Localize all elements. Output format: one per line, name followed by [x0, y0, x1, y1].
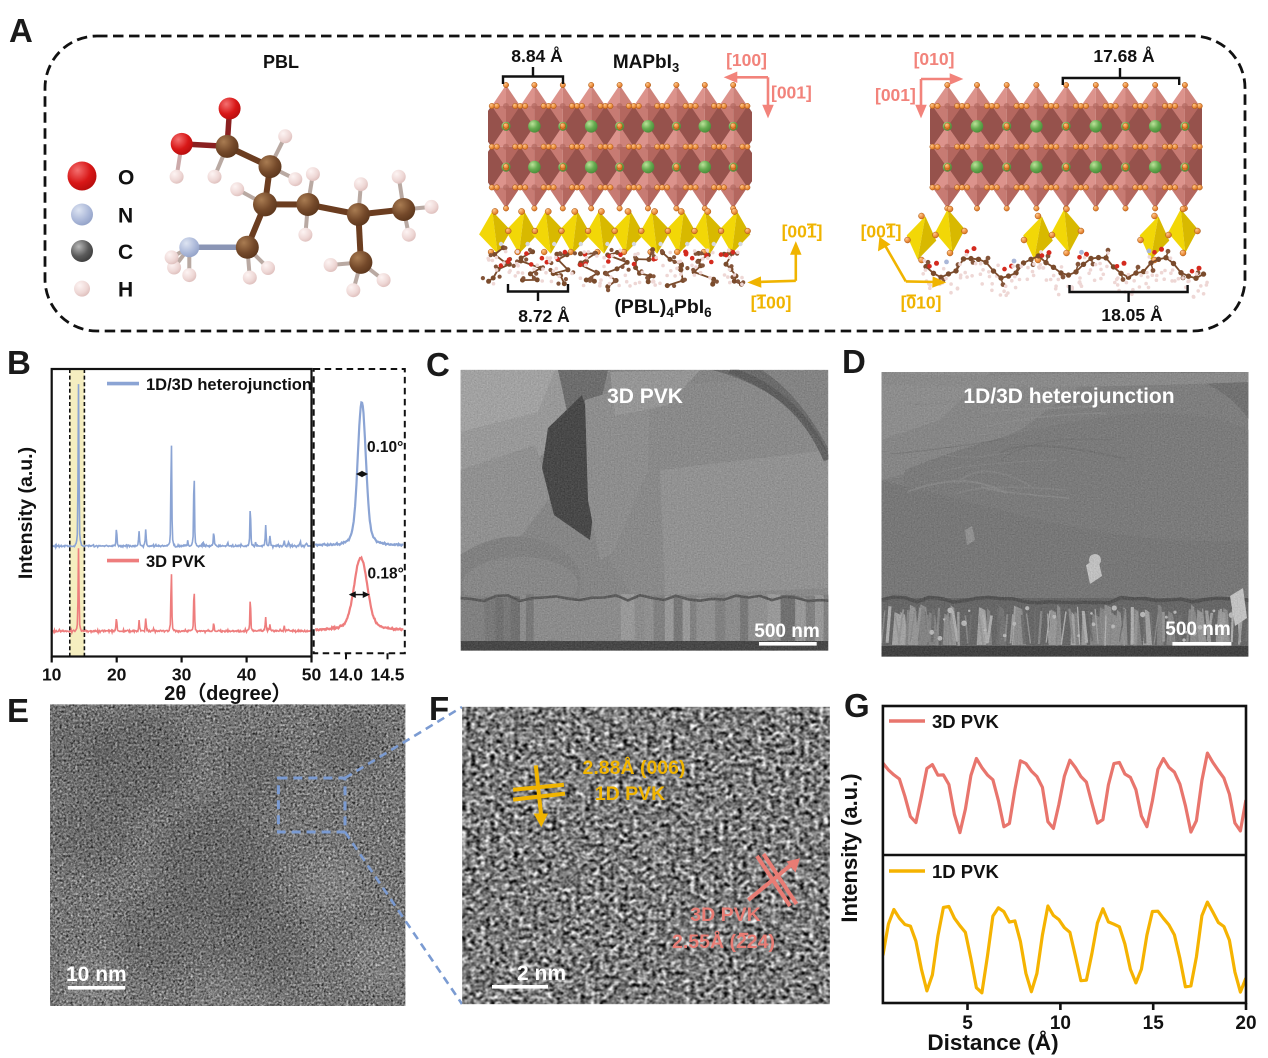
svg-text:2 nm: 2 nm [517, 962, 566, 985]
svg-text:0.18°: 0.18° [368, 566, 404, 583]
svg-text:5: 5 [962, 1013, 973, 1034]
svg-text:A: A [9, 12, 33, 49]
svg-text:[001]: [001] [771, 83, 812, 103]
svg-text:15: 15 [1143, 1013, 1165, 1034]
svg-text:E: E [7, 692, 29, 729]
svg-text:[001]: [001] [875, 85, 916, 105]
svg-text:Distance (Å): Distance (Å) [927, 1029, 1058, 1055]
svg-text:PBL: PBL [263, 52, 299, 72]
svg-text:[100]: [100] [726, 50, 767, 70]
svg-text:20: 20 [107, 665, 127, 685]
svg-text:F: F [429, 690, 449, 727]
svg-text:1D/3D heterojunction: 1D/3D heterojunction [963, 385, 1174, 408]
svg-text:2θ（degree）: 2θ（degree） [164, 682, 292, 705]
svg-text:0.10°: 0.10° [367, 439, 403, 456]
svg-text:2.88Å (006): 2.88Å (006) [583, 755, 686, 779]
svg-text:1D PVK: 1D PVK [932, 861, 999, 882]
svg-text:Intensity (a.u.): Intensity (a.u.) [15, 447, 37, 579]
svg-text:3D PVK: 3D PVK [607, 385, 683, 408]
svg-text:MAPbI3: MAPbI3 [613, 52, 679, 75]
svg-text:2.55Å (224): 2.55Å (224) [672, 929, 775, 953]
svg-text:30: 30 [172, 665, 192, 685]
svg-text:10: 10 [42, 665, 62, 685]
svg-text:G: G [844, 687, 870, 724]
svg-text:50: 50 [302, 665, 322, 685]
svg-text:[100]: [100] [751, 293, 792, 313]
svg-text:18.05 Å: 18.05 Å [1101, 305, 1163, 325]
svg-text:C: C [118, 241, 133, 264]
svg-text:O: O [118, 167, 134, 190]
svg-text:D: D [842, 343, 866, 380]
svg-text:[001]: [001] [782, 222, 823, 242]
svg-text:1D/3D heterojunction: 1D/3D heterojunction [146, 376, 312, 394]
svg-text:14.0: 14.0 [329, 664, 363, 684]
svg-text:3D PVK: 3D PVK [932, 711, 999, 732]
svg-text:8.84 Å: 8.84 Å [511, 46, 563, 66]
svg-text:10 nm: 10 nm [66, 963, 127, 986]
svg-text:10: 10 [1050, 1013, 1071, 1034]
svg-text:[010]: [010] [901, 293, 942, 313]
svg-text:3D PVK: 3D PVK [146, 553, 206, 571]
svg-text:[001]: [001] [861, 222, 902, 242]
svg-text:500 nm: 500 nm [1165, 619, 1230, 640]
svg-text:[010]: [010] [914, 49, 955, 69]
svg-text:8.72 Å: 8.72 Å [518, 306, 570, 326]
svg-text:17.68 Å: 17.68 Å [1093, 46, 1155, 66]
svg-text:500 nm: 500 nm [754, 621, 819, 642]
svg-text:40: 40 [237, 665, 257, 685]
svg-text:H: H [118, 279, 133, 302]
svg-text:B: B [7, 344, 31, 381]
svg-text:(PBL)4PbI6: (PBL)4PbI6 [614, 296, 712, 320]
svg-text:20: 20 [1235, 1013, 1256, 1034]
svg-text:Intensity (a.u.): Intensity (a.u.) [837, 773, 862, 922]
svg-text:14.5: 14.5 [370, 664, 404, 684]
svg-text:1D PVK: 1D PVK [595, 783, 665, 805]
svg-text:3D PVK: 3D PVK [690, 904, 760, 926]
svg-text:N: N [118, 205, 133, 228]
svg-text:C: C [426, 346, 450, 383]
